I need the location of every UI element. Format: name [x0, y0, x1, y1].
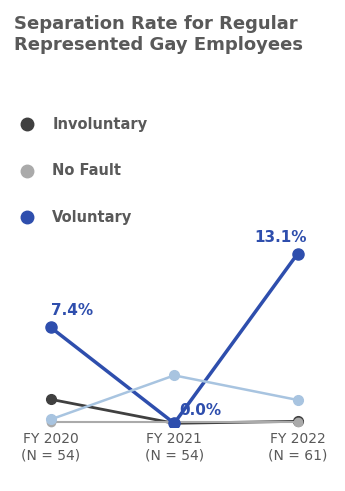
Involuntary: [296, 418, 300, 424]
Involuntary: [49, 396, 53, 402]
Line: Voluntary: Voluntary: [45, 248, 303, 429]
Text: 7.4%: 7.4%: [51, 303, 93, 319]
Text: Retirements: Retirements: [52, 256, 155, 271]
Text: Separation Rate for Regular
Represented Gay Employees: Separation Rate for Regular Represented …: [14, 15, 303, 54]
No Fault: [296, 419, 300, 425]
Voluntary: [296, 251, 300, 257]
Line: Retirements: Retirements: [46, 371, 303, 424]
Text: 0.0%: 0.0%: [179, 403, 221, 418]
Line: Involuntary: Involuntary: [46, 394, 303, 428]
Text: Involuntary: Involuntary: [52, 117, 147, 132]
Retirements: [296, 397, 300, 403]
Voluntary: [49, 325, 53, 330]
Involuntary: [172, 420, 176, 426]
Text: 13.1%: 13.1%: [255, 230, 307, 245]
Voluntary: [172, 420, 176, 426]
Line: No Fault: No Fault: [47, 418, 302, 426]
Retirements: [172, 373, 176, 379]
No Fault: [172, 419, 176, 425]
Text: Voluntary: Voluntary: [52, 210, 132, 224]
Text: No Fault: No Fault: [52, 163, 121, 178]
Retirements: [49, 416, 53, 422]
No Fault: [49, 419, 53, 425]
